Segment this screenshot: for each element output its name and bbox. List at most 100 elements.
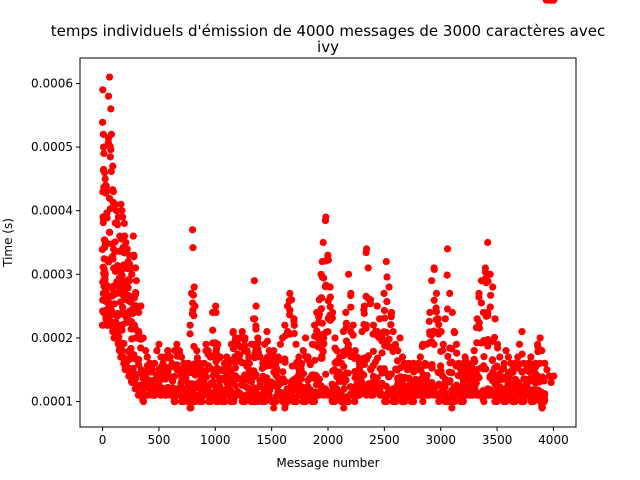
data-point (342, 323, 350, 331)
data-point (173, 340, 181, 348)
data-point (448, 308, 456, 317)
data-point (321, 216, 330, 225)
data-point (202, 373, 210, 381)
data-point (118, 303, 127, 311)
data-point (446, 377, 454, 385)
data-point (448, 369, 456, 377)
y-tick-label: 0.0001 (31, 395, 73, 409)
data-point (150, 359, 159, 367)
data-point (344, 340, 353, 349)
data-point (541, 359, 549, 367)
data-point (329, 308, 337, 317)
data-point (318, 319, 326, 327)
data-point (527, 353, 535, 361)
data-point (475, 374, 483, 382)
data-point (322, 370, 330, 378)
data-point (382, 257, 390, 266)
data-point (190, 283, 198, 291)
data-point (101, 175, 109, 183)
data-point (120, 339, 128, 348)
data-point (518, 350, 526, 358)
data-point (142, 347, 150, 355)
data-point (252, 371, 260, 379)
data-point (496, 353, 504, 361)
data-point (215, 354, 224, 362)
data-point (193, 354, 201, 362)
data-point (470, 347, 478, 355)
data-point (446, 289, 454, 297)
data-point (236, 351, 244, 359)
data-point (186, 321, 194, 329)
data-point (270, 347, 278, 355)
data-point (475, 324, 484, 332)
data-point (117, 345, 126, 353)
data-point (240, 336, 249, 344)
data-point (112, 207, 121, 215)
y-axis-label: Time (s) (1, 218, 15, 268)
data-point (220, 397, 229, 405)
data-point (311, 356, 319, 364)
data-point (317, 294, 325, 302)
data-point (231, 364, 240, 372)
data-point (107, 146, 115, 154)
data-point (245, 359, 253, 367)
data-point (252, 302, 260, 310)
data-point (125, 291, 133, 300)
data-point (502, 397, 510, 405)
data-point (493, 344, 502, 352)
data-point (342, 376, 350, 384)
data-point (430, 265, 438, 274)
data-point (101, 269, 109, 278)
x-tick-label: 2500 (369, 433, 400, 447)
x-tick-label: 1000 (200, 433, 231, 447)
data-point (360, 371, 368, 379)
data-point (135, 327, 143, 336)
data-point (477, 299, 485, 307)
data-point (480, 353, 488, 361)
data-point (331, 334, 339, 342)
data-point (99, 86, 107, 94)
data-point (387, 321, 395, 329)
data-point (450, 329, 459, 337)
data-point (189, 291, 198, 299)
data-point (133, 370, 141, 379)
data-point (320, 334, 328, 342)
data-point (281, 378, 289, 386)
data-point (166, 353, 174, 361)
data-point (349, 321, 357, 329)
data-point (189, 244, 197, 252)
data-point (340, 404, 348, 412)
data-point (484, 238, 492, 247)
x-tick-label: 3500 (482, 433, 513, 447)
data-point (441, 383, 449, 391)
data-point (118, 207, 126, 215)
data-point (536, 334, 544, 342)
data-point (118, 326, 126, 334)
data-point (177, 353, 186, 361)
data-point (500, 364, 508, 373)
data-point (193, 347, 201, 355)
x-tick-label: 0 (99, 433, 107, 447)
data-point (153, 347, 161, 355)
data-point (250, 277, 258, 285)
data-point (364, 264, 372, 272)
data-point (425, 317, 433, 325)
data-point (129, 232, 137, 240)
data-point (286, 289, 294, 297)
data-point (452, 340, 461, 348)
data-point (135, 308, 143, 317)
data-point (366, 300, 375, 308)
data-point (550, 372, 558, 380)
data-point (98, 118, 107, 126)
data-point (299, 347, 307, 355)
data-point (538, 347, 546, 355)
data-point (295, 353, 303, 361)
data-point (107, 105, 115, 113)
data-point (127, 344, 135, 353)
data-point (414, 359, 423, 367)
data-point (378, 349, 386, 357)
data-point (333, 347, 341, 355)
data-point (106, 153, 114, 161)
data-point (484, 342, 492, 350)
x-tick-label: 1500 (256, 433, 287, 447)
